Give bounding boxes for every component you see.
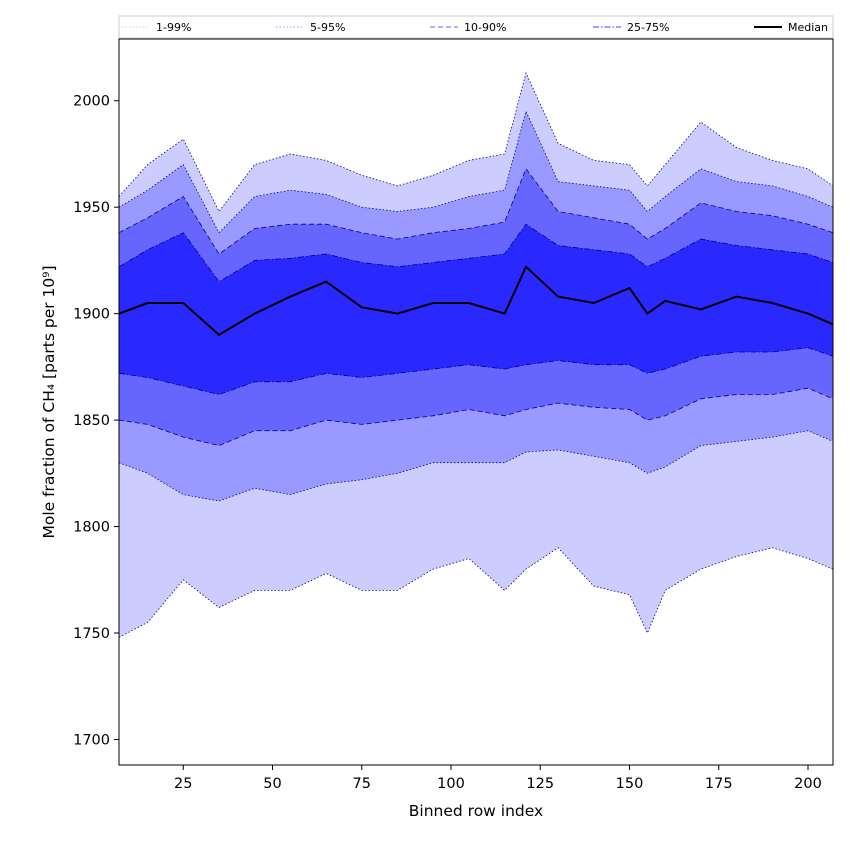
band-5-95--lower-line [118, 430, 834, 502]
x-tick-label: 25 [174, 776, 192, 792]
x-tick-label: 100 [437, 776, 465, 792]
legend-label-10-90-: 10-90% [464, 21, 506, 34]
legend-box [118, 15, 834, 39]
x-axis-ticks: 25 50 75 100 125 150 175 200 [174, 765, 822, 792]
y-tick-label: 1850 [73, 413, 110, 429]
y-tick-label: 1700 [73, 732, 110, 748]
x-tick-label: 50 [263, 776, 281, 792]
series-lines [118, 71, 834, 638]
legend-label-median: Median [788, 21, 828, 34]
y-tick-label: 1800 [73, 520, 110, 536]
x-tick-label: 150 [616, 776, 644, 792]
y-tick-label: 1900 [73, 307, 110, 323]
series-median-line [118, 265, 834, 337]
band-25-75--lower-line [118, 347, 834, 395]
band-25-75--upper-line [118, 223, 834, 283]
legend-label-25-75-: 25-75% [627, 21, 669, 34]
y-tick-label: 2000 [73, 94, 110, 110]
x-tick-label: 75 [353, 776, 371, 792]
band-25-75--fill [119, 224, 833, 395]
band-1-99--lower-line [118, 547, 834, 638]
y-tick-label: 1750 [73, 626, 110, 642]
x-tick-label: 175 [705, 776, 733, 792]
x-tick-label: 200 [794, 776, 822, 792]
legend-label-1-99-: 1-99% [156, 21, 191, 34]
percentile-bands [119, 73, 833, 638]
band-10-90--upper-line [118, 168, 834, 255]
y-axis-label: Mole fraction of CH₄ [parts per 10⁹] [40, 265, 58, 538]
legend-label-5-95-: 5-95% [310, 21, 345, 34]
y-tick-label: 1950 [73, 200, 110, 216]
y-axis-ticks: 1700 1750 1800 1850 1900 1950 2000 [73, 94, 119, 748]
x-axis-label: Binned row index [409, 802, 543, 820]
plot-frame [118, 38, 834, 766]
legend: 1-99% 5-95% 10-90% 25-75% Median [118, 15, 834, 39]
band-1-99--upper-line [118, 71, 834, 213]
legend-items: 1-99% 5-95% 10-90% 25-75% Median [122, 21, 828, 34]
band-10-90--lower-line [118, 387, 834, 447]
x-tick-label: 125 [526, 776, 554, 792]
